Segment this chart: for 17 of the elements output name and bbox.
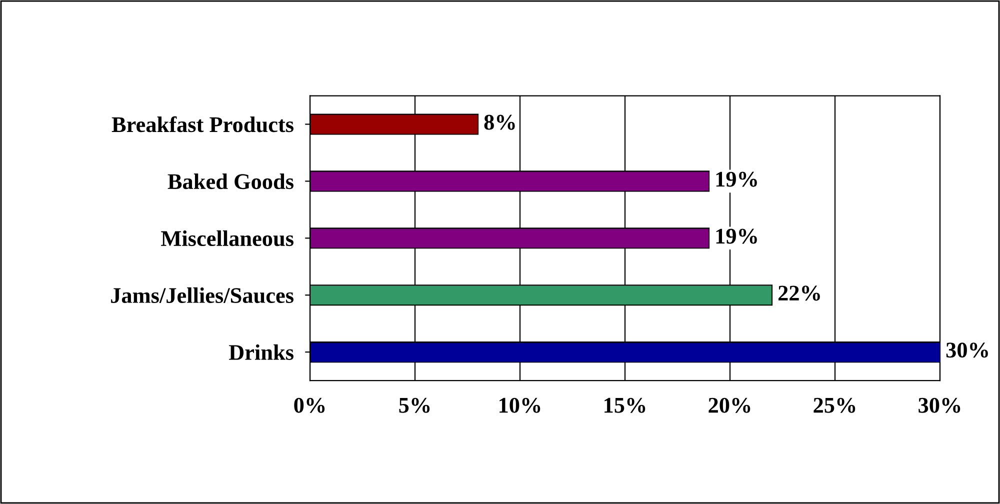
y-tick-label: Drinks xyxy=(228,344,294,360)
y-tick-label: Breakfast Products xyxy=(112,116,294,132)
y-tick-label: Baked Goods xyxy=(168,173,294,190)
y-tick-label: Jams/Jellies/Sauces xyxy=(111,287,294,304)
x-tick-label: 20% xyxy=(708,398,750,413)
x-tick-label: 5% xyxy=(399,398,430,413)
x-tick-label: 10% xyxy=(500,398,540,413)
x-tick-label: 30% xyxy=(918,398,960,413)
data-label: 22% xyxy=(778,286,820,301)
x-tick-label: 15% xyxy=(604,398,646,413)
x-tick-label: 0% xyxy=(294,398,325,413)
x-tick-label: 25% xyxy=(814,398,856,413)
data-label: 8% xyxy=(484,114,515,130)
data-label: 19% xyxy=(716,228,757,244)
data-label: 19% xyxy=(716,172,757,187)
data-label: 30% xyxy=(946,342,988,358)
y-tick-label: Miscellaneous xyxy=(161,230,294,246)
